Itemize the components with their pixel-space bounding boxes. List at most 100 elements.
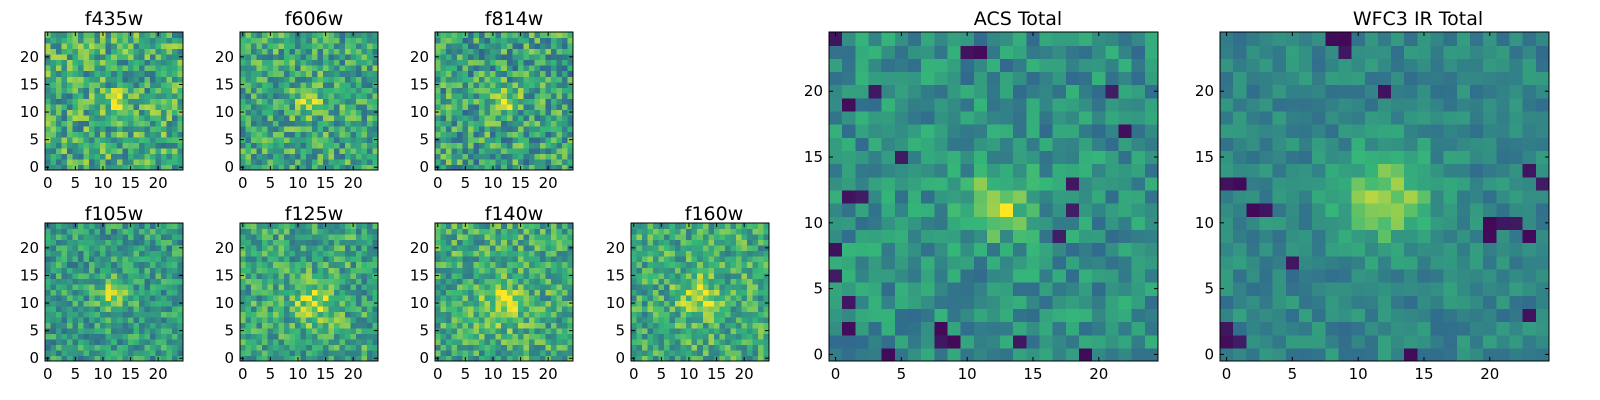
heatmap-cell: [138, 256, 145, 263]
heatmap-cell: [89, 142, 96, 149]
heatmap-cell: [300, 103, 307, 110]
heatmap-cell: [116, 223, 123, 230]
heatmap-cell: [89, 81, 96, 88]
heatmap-cell: [273, 250, 280, 257]
heatmap-cell: [240, 322, 247, 329]
heatmap-cell: [100, 65, 107, 72]
heatmap-cell: [1144, 334, 1159, 349]
heatmap-cell: [680, 349, 687, 357]
heatmap-cell: [45, 92, 52, 99]
heatmap-cell: [160, 87, 168, 94]
heatmap-cell: [517, 103, 524, 110]
heatmap-cell: [122, 333, 129, 340]
heatmap-cell: [473, 311, 480, 318]
heatmap-cell: [752, 278, 759, 285]
heatmap-cell: [501, 344, 508, 351]
heatmap-cell: [517, 349, 524, 357]
heatmap-cell: [166, 120, 173, 127]
heatmap-cell: [333, 164, 340, 171]
heatmap-cell: [155, 153, 162, 160]
y-tick-label: 5: [29, 322, 39, 340]
heatmap-cell: [83, 164, 90, 171]
heatmap-cell: [539, 333, 546, 340]
heatmap-cell: [306, 355, 313, 362]
heatmap-cell: [133, 70, 140, 77]
heatmap-cell: [664, 228, 671, 235]
heatmap-cell: [484, 223, 491, 230]
heatmap-cell: [328, 120, 335, 127]
heatmap-cell: [631, 289, 638, 296]
heatmap-cell: [149, 316, 156, 323]
heatmap-cell: [328, 250, 335, 257]
heatmap-cell: [317, 131, 324, 138]
heatmap-cell: [669, 294, 676, 301]
heatmap-cell: [372, 158, 379, 166]
heatmap-cell: [1079, 229, 1093, 244]
heatmap-cell: [366, 349, 374, 357]
heatmap-cell: [735, 267, 742, 274]
heatmap-cell: [67, 261, 74, 268]
heatmap-cell: [67, 142, 74, 149]
heatmap-cell: [528, 322, 535, 329]
heatmap-cell: [647, 311, 654, 318]
heatmap-cell: [561, 114, 569, 121]
heatmap-cell: [240, 349, 247, 357]
heatmap-cell: [675, 272, 682, 279]
heatmap-cell: [344, 261, 351, 268]
heatmap-cell: [273, 147, 280, 155]
heatmap-cell: [686, 245, 693, 252]
heatmap-cell: [1105, 255, 1120, 270]
heatmap-cell: [160, 120, 168, 127]
heatmap-cell: [171, 153, 179, 160]
heatmap-cell: [127, 300, 134, 307]
heatmap-cell: [539, 261, 546, 268]
heatmap-cell: [333, 289, 340, 296]
heatmap-cell: [245, 147, 252, 155]
heatmap-cell: [262, 322, 269, 329]
heatmap-cell: [479, 153, 486, 160]
heatmap-cell: [67, 136, 74, 143]
heatmap-cell: [61, 87, 68, 94]
heatmap-cell: [506, 234, 513, 241]
heatmap-cell: [61, 283, 68, 290]
heatmap-cell: [545, 333, 552, 340]
heatmap-cell: [311, 59, 318, 66]
heatmap-cell: [691, 294, 698, 301]
heatmap-cell: [339, 327, 346, 334]
heatmap-cell: [105, 250, 112, 257]
heatmap-cell: [245, 272, 252, 279]
heatmap-cell: [451, 142, 458, 149]
heatmap-cell: [934, 176, 949, 191]
heatmap-cell: [333, 228, 340, 235]
heatmap-cell: [122, 283, 129, 290]
heatmap-cell: [462, 76, 469, 83]
heatmap-cell: [160, 311, 168, 318]
heatmap-cell: [495, 338, 502, 346]
x-tick-label: 15: [316, 365, 335, 383]
heatmap-cell: [534, 131, 541, 138]
heatmap-cell: [545, 59, 552, 66]
heatmap-cell: [50, 87, 57, 94]
heatmap-cell: [479, 316, 486, 323]
heatmap-cell: [155, 344, 162, 351]
heatmap-cell: [311, 338, 318, 346]
heatmap-cell: [468, 164, 475, 171]
heatmap-cell: [523, 333, 530, 340]
heatmap-cell: [83, 228, 90, 235]
heatmap-cell: [539, 54, 546, 61]
heatmap-cell: [300, 70, 307, 77]
heatmap-cell: [116, 98, 123, 105]
heatmap-cell: [490, 316, 497, 323]
heatmap-cell: [361, 147, 368, 155]
heatmap-cell: [111, 125, 118, 132]
heatmap-cell: [306, 289, 313, 296]
heatmap-cell: [251, 158, 258, 166]
heatmap-cell: [78, 234, 85, 241]
heatmap-cell: [339, 294, 346, 301]
heatmap-cell: [495, 103, 502, 110]
heatmap-cell: [539, 76, 546, 83]
heatmap-cell: [752, 289, 759, 296]
heatmap-cell: [111, 349, 118, 357]
heatmap-cell: [501, 272, 508, 279]
heatmap-cell: [468, 48, 475, 55]
